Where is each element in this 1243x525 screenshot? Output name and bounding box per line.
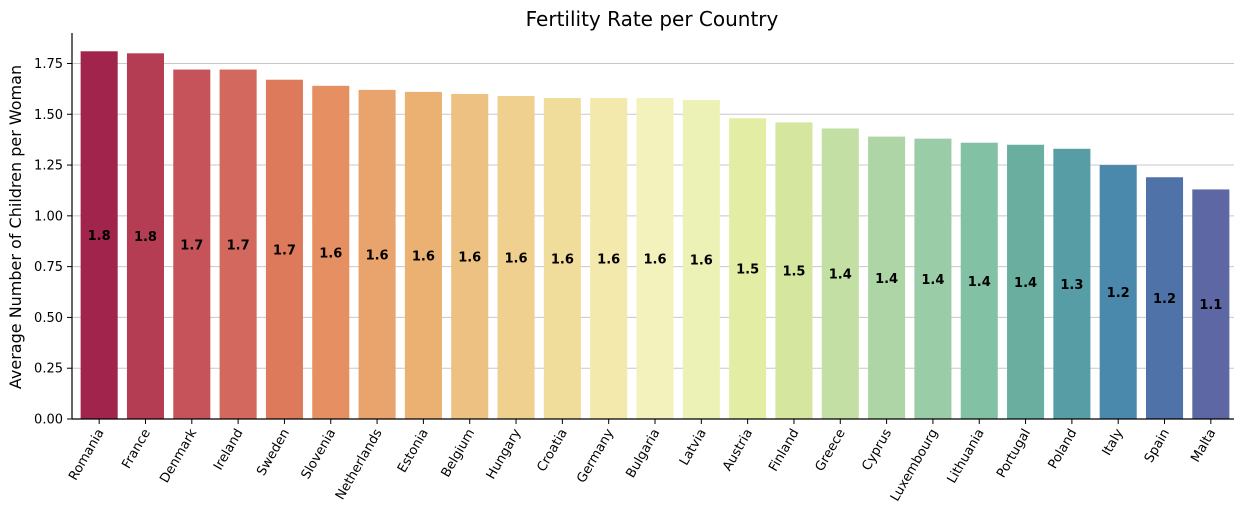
bar-value-label: 1.5	[736, 263, 759, 278]
bar	[1053, 148, 1091, 420]
bar-value-label: 1.2	[1153, 292, 1176, 307]
bar	[682, 100, 720, 419]
bar	[821, 128, 859, 420]
x-tick-label: Malta	[1188, 427, 1219, 466]
y-tick-label: 1.00	[34, 209, 63, 224]
bar-value-label: 1.6	[551, 253, 574, 268]
x-tick-label: Germany	[574, 426, 617, 486]
bar-value-label: 1.6	[505, 251, 528, 266]
bar-value-label: 1.5	[782, 265, 805, 280]
y-tick-label: 1.50	[34, 108, 63, 123]
bar-value-label: 1.6	[690, 254, 713, 269]
bar-value-label: 1.6	[366, 248, 389, 263]
bar	[729, 118, 767, 419]
y-tick-label: 0.75	[34, 260, 63, 275]
y-tick-label: 0.00	[34, 413, 63, 428]
bar	[1145, 177, 1184, 419]
bar-value-label: 1.7	[273, 243, 296, 258]
bar-value-label: 1.8	[88, 229, 111, 244]
bar-value-label: 1.3	[1060, 278, 1083, 293]
bar-value-label: 1.4	[829, 268, 852, 283]
bar-value-label: 1.6	[597, 253, 620, 268]
bar	[775, 122, 813, 420]
x-tick-label: Estonia	[395, 427, 432, 476]
bars	[80, 51, 1230, 420]
bar	[219, 69, 257, 419]
bar-value-label: 1.2	[1107, 286, 1130, 301]
x-tick-label: Netherlands	[333, 426, 386, 502]
x-tick-label: Belgium	[439, 426, 479, 480]
bar	[312, 85, 350, 420]
x-tick-label: Croatia	[534, 427, 570, 475]
bar-value-label: 1.4	[875, 272, 898, 287]
y-axis-label: Average Number of Children per Woman	[6, 65, 25, 389]
bar-value-label: 1.7	[227, 238, 250, 253]
chart-title: Fertility Rate per Country	[526, 7, 779, 31]
bar-value-label: 1.7	[180, 238, 203, 253]
x-tick-label: Hungary	[484, 426, 525, 482]
bar	[636, 98, 674, 419]
y-ticks: 0.00 0.25 0.50 0.75 1.00 1.25 1.50 1.75	[34, 57, 72, 428]
bar-value-label: 1.6	[643, 253, 666, 268]
x-tick-label: Bulgaria	[624, 427, 664, 481]
bar-value-label: 1.1	[1199, 298, 1222, 313]
bar	[914, 138, 952, 420]
bar	[358, 89, 396, 419]
bar-value-label: 1.4	[968, 275, 991, 290]
x-tick-label: Latvia	[677, 427, 710, 469]
x-tick-label: Finland	[766, 427, 802, 475]
bar-value-label: 1.8	[134, 230, 157, 245]
bar-value-label: 1.4	[1014, 276, 1037, 291]
y-tick-label: 1.25	[34, 159, 63, 174]
bar-value-label: 1.6	[319, 246, 342, 261]
x-tick-label: Spain	[1142, 427, 1173, 466]
x-tick-label: Austria	[720, 427, 756, 474]
bar	[80, 51, 118, 419]
bar	[404, 91, 442, 420]
x-tick-label: Ireland	[211, 427, 246, 473]
bar	[868, 136, 906, 419]
bar-value-label: 1.6	[458, 250, 481, 265]
bar	[960, 142, 998, 419]
bar-labels: 1.8 1.8 1.7 1.7 1.7 1.6 1.6 1.6 1.6 1.6 1.6 1.6 1.6 1…	[88, 229, 1223, 313]
x-tick-label: Slovenia	[299, 427, 340, 482]
y-tick-label: 1.75	[34, 57, 63, 72]
x-tick-label: Cyprus	[859, 426, 895, 473]
bar	[1007, 144, 1045, 419]
x-tick-label: Poland	[1046, 427, 1081, 472]
x-tick-label: Lithuania	[945, 427, 988, 487]
bar	[590, 98, 628, 419]
y-tick-label: 0.25	[34, 362, 63, 377]
bar	[173, 69, 211, 419]
bar	[126, 53, 165, 419]
x-tick-label: France	[119, 427, 154, 472]
bar	[497, 95, 535, 420]
x-tick-label: Sweden	[254, 427, 293, 479]
bar	[1192, 189, 1230, 419]
bar	[451, 93, 489, 420]
x-tick-label: Portugal	[994, 427, 1034, 481]
bar-value-label: 1.6	[412, 249, 435, 264]
bar	[543, 98, 581, 419]
x-tick-label: Italy	[1100, 426, 1127, 458]
x-tick-label: Luxembourg	[888, 427, 942, 505]
bar	[265, 79, 303, 419]
x-ticks: Romania France Denmark Ireland Sweden Sloveni…	[66, 419, 1219, 504]
x-tick-label: Romania	[66, 427, 107, 484]
x-tick-label: Greece	[813, 427, 849, 475]
bar-value-label: 1.4	[921, 273, 944, 288]
y-tick-label: 0.50	[34, 311, 63, 326]
x-tick-label: Denmark	[157, 426, 200, 486]
bar	[1099, 165, 1137, 419]
